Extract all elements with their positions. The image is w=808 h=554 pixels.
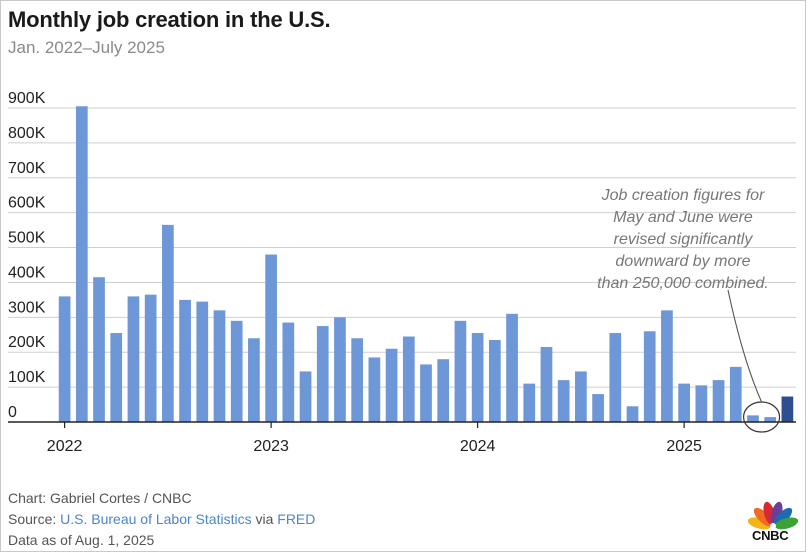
bars — [58, 106, 794, 422]
x-tick-label: 2025 — [666, 438, 702, 455]
bar — [230, 320, 243, 422]
bar — [609, 333, 622, 422]
bar — [678, 383, 690, 422]
bar — [437, 359, 450, 422]
bar — [643, 331, 656, 422]
source-via: via — [251, 511, 278, 527]
bar — [58, 296, 71, 422]
bar — [144, 294, 157, 422]
annotation-line: than 250,000 combined. — [597, 275, 769, 292]
bar — [575, 371, 587, 422]
bar — [196, 301, 209, 422]
cnbc-logo-text: CNBC — [752, 528, 789, 543]
y-tick-label: 0 — [8, 404, 17, 421]
y-axis-labels: 0 100K 200K 300K 400K 500K 600K 700K 800K 900K — [8, 90, 46, 421]
bar — [781, 396, 794, 422]
x-tick-label: 2024 — [460, 438, 496, 455]
bar — [93, 277, 105, 422]
bar — [471, 333, 484, 422]
data-as-of: Data as of Aug. 1, 2025 — [8, 532, 155, 548]
chart-credit: Chart: Gabriel Cortes / CNBC — [8, 490, 192, 506]
y-tick-label: 300K — [8, 299, 46, 316]
y-tick-label: 100K — [8, 369, 46, 386]
y-tick-label: 900K — [8, 90, 46, 107]
bar — [523, 383, 536, 422]
y-tick-label: 800K — [8, 125, 46, 142]
bar — [248, 338, 260, 422]
chart-subtitle: Jan. 2022–July 2025 — [8, 38, 165, 57]
bar — [712, 380, 725, 422]
y-tick-label: 200K — [8, 334, 46, 351]
bar — [368, 357, 381, 422]
bar — [747, 415, 759, 422]
source-line: Source: U.S. Bureau of Labor Statistics … — [8, 509, 315, 530]
bar — [729, 366, 742, 422]
x-tick-label: 2022 — [47, 438, 83, 455]
y-tick-label: 400K — [8, 264, 46, 281]
bar — [351, 338, 364, 422]
peacock-body — [770, 523, 776, 529]
source-link-fred[interactable]: FRED — [277, 511, 316, 527]
bar-chart: 0 100K 200K 300K 400K 500K 600K 700K 800K 900K 20… — [8, 90, 796, 455]
bar — [661, 310, 673, 422]
annotation-line: Job creation figures for — [601, 187, 765, 204]
annotation-connector — [727, 289, 763, 403]
bar — [557, 380, 570, 422]
bar — [282, 322, 295, 422]
x-axis: 2022 2023 2024 2025 — [8, 421, 796, 455]
bar — [420, 364, 432, 422]
bar — [385, 348, 398, 422]
bar — [75, 106, 88, 422]
y-tick-label: 600K — [8, 195, 46, 212]
bar — [592, 394, 604, 422]
bar — [334, 317, 346, 422]
bar — [626, 406, 639, 422]
bar — [488, 340, 501, 422]
chart-title: Monthly job creation in the U.S. — [8, 7, 331, 32]
bar — [695, 385, 708, 422]
bar — [110, 333, 123, 422]
chart-footer: Chart: Gabriel Cortes / CNBC Source: U.S… — [8, 488, 315, 551]
bar — [265, 254, 277, 422]
bar — [454, 320, 467, 422]
peacock-feather — [774, 517, 798, 530]
bar — [162, 224, 174, 422]
annotation: Job creation figures for May and June wer… — [597, 187, 781, 433]
annotation-line: May and June were — [613, 209, 753, 226]
x-tick-label: 2023 — [253, 438, 289, 455]
bar — [540, 346, 553, 422]
bar — [506, 313, 518, 422]
source-link-bls[interactable]: U.S. Bureau of Labor Statistics — [60, 511, 252, 527]
bar — [299, 371, 312, 422]
source-prefix: Source: — [8, 511, 61, 527]
annotation-line: downward by more — [615, 253, 750, 270]
y-tick-label: 700K — [8, 160, 46, 177]
bar — [213, 310, 226, 422]
bar — [764, 417, 777, 422]
bar — [316, 326, 329, 422]
peacock-icon — [748, 501, 798, 530]
gridlines — [8, 107, 796, 388]
annotation-line: revised significantly — [614, 231, 754, 248]
y-tick-label: 500K — [8, 230, 46, 247]
bar — [127, 296, 140, 422]
bar — [402, 336, 415, 422]
bar — [179, 299, 191, 422]
